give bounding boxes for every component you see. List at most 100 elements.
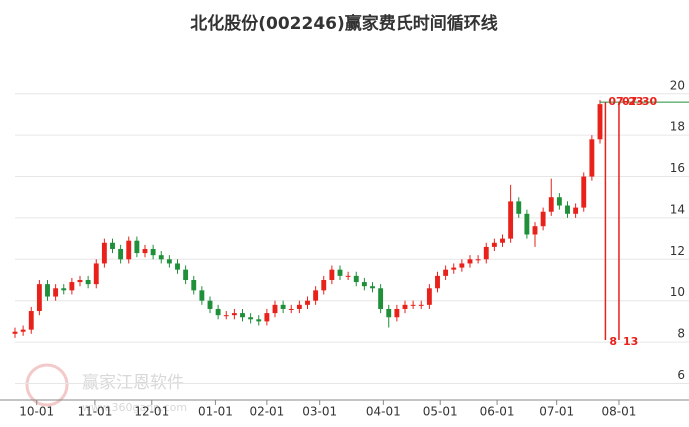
y-tick-label: 12 xyxy=(670,244,685,258)
candle-body xyxy=(256,319,262,322)
candle-body xyxy=(386,308,392,318)
cycle-days: 8 xyxy=(609,335,617,348)
candle-body xyxy=(426,288,432,305)
candle-body xyxy=(524,213,530,235)
candle-body xyxy=(345,275,351,277)
x-tick-label: 01-01 xyxy=(198,405,233,419)
candle-body xyxy=(475,259,481,261)
candle-body xyxy=(467,259,473,264)
candle-body xyxy=(207,300,213,309)
candle-body xyxy=(28,311,34,330)
candle-body xyxy=(248,317,254,320)
y-tick-label: 18 xyxy=(670,120,685,134)
candle-body xyxy=(459,263,465,268)
candle-body xyxy=(101,242,107,264)
candle-body xyxy=(378,288,384,309)
candle-body xyxy=(175,263,180,270)
candle-body xyxy=(540,211,546,227)
candle-body xyxy=(394,308,400,318)
candle-body xyxy=(573,207,579,214)
cycle-date: 07-30 xyxy=(622,95,658,108)
candle-body xyxy=(516,201,522,214)
watermark-url: www.360gann.com xyxy=(82,401,187,414)
cycle-days: 13 xyxy=(623,335,638,348)
candle-body xyxy=(126,240,132,260)
candle-body xyxy=(53,288,59,297)
x-tick-label: 04-01 xyxy=(366,405,401,419)
candle-body xyxy=(166,259,172,264)
candle-body xyxy=(500,238,505,243)
y-tick-label: 6 xyxy=(677,368,685,382)
candle-body xyxy=(451,267,457,270)
candle-body xyxy=(158,255,164,260)
candle-body xyxy=(418,304,424,306)
candle-body xyxy=(491,242,497,247)
candle-body xyxy=(581,176,587,208)
candle-body xyxy=(134,240,140,254)
candle-body xyxy=(191,280,197,291)
x-tick-label: 08-01 xyxy=(602,405,637,419)
cycle-date: 07-23 xyxy=(608,95,643,108)
y-tick-label: 8 xyxy=(677,327,685,341)
candle-body xyxy=(483,246,489,260)
candle-body xyxy=(272,304,278,314)
candle-body xyxy=(69,282,75,291)
y-tick-label: 10 xyxy=(670,285,685,299)
candle-body xyxy=(142,248,148,254)
candle-body xyxy=(150,248,156,256)
y-tick-label: 16 xyxy=(670,161,685,175)
candle-body xyxy=(402,304,408,309)
candle-body xyxy=(93,263,99,285)
x-tick-label: 07-01 xyxy=(539,405,574,419)
candle-body xyxy=(36,284,42,312)
candle-body xyxy=(370,286,375,289)
candle-body xyxy=(548,197,554,212)
candle-body xyxy=(565,205,570,214)
candle-body xyxy=(288,308,294,310)
candle-body xyxy=(313,290,319,301)
candle-body xyxy=(532,226,538,235)
candle-body xyxy=(410,304,416,306)
candle-body xyxy=(20,329,26,332)
candle-body xyxy=(77,280,83,283)
x-tick-label: 02-01 xyxy=(249,405,284,419)
x-tick-label: 10-01 xyxy=(19,405,54,419)
candle-body xyxy=(508,201,514,239)
candle-body xyxy=(296,304,302,309)
candle-body xyxy=(337,269,343,276)
candle-body xyxy=(45,284,50,297)
candle-body xyxy=(305,300,310,305)
candle-body xyxy=(118,248,124,260)
x-tick-label: 12-01 xyxy=(134,405,169,419)
candle-body xyxy=(443,269,449,276)
candle-body xyxy=(589,139,595,177)
candle-body xyxy=(61,288,67,291)
candle-body xyxy=(110,242,115,249)
candle-body xyxy=(264,313,270,322)
candle-body xyxy=(199,290,205,301)
candle-body xyxy=(435,275,440,289)
x-tick-label: 05-01 xyxy=(423,405,458,419)
candle-body xyxy=(223,315,229,317)
candle-body xyxy=(85,280,91,285)
candle-body xyxy=(361,282,367,287)
candle-body xyxy=(215,308,221,316)
x-tick-label: 11-01 xyxy=(77,405,112,419)
candle-body xyxy=(556,197,562,206)
y-tick-label: 20 xyxy=(670,78,685,92)
candle-body xyxy=(280,304,286,309)
x-tick-label: 06-01 xyxy=(480,405,515,419)
candle-body xyxy=(321,280,327,291)
candle-body xyxy=(597,104,603,140)
candle-body xyxy=(183,269,189,280)
x-tick-label: 03-01 xyxy=(302,405,337,419)
candle-body xyxy=(231,313,237,316)
y-tick-label: 14 xyxy=(670,202,685,216)
candle-body xyxy=(12,331,18,334)
candle-body xyxy=(329,269,335,280)
candle-body xyxy=(240,313,245,318)
watermark-logo xyxy=(25,363,69,407)
chart-title: 北化股份(002246)赢家费氏时间循环线 xyxy=(190,13,498,34)
candle-body xyxy=(353,275,359,283)
